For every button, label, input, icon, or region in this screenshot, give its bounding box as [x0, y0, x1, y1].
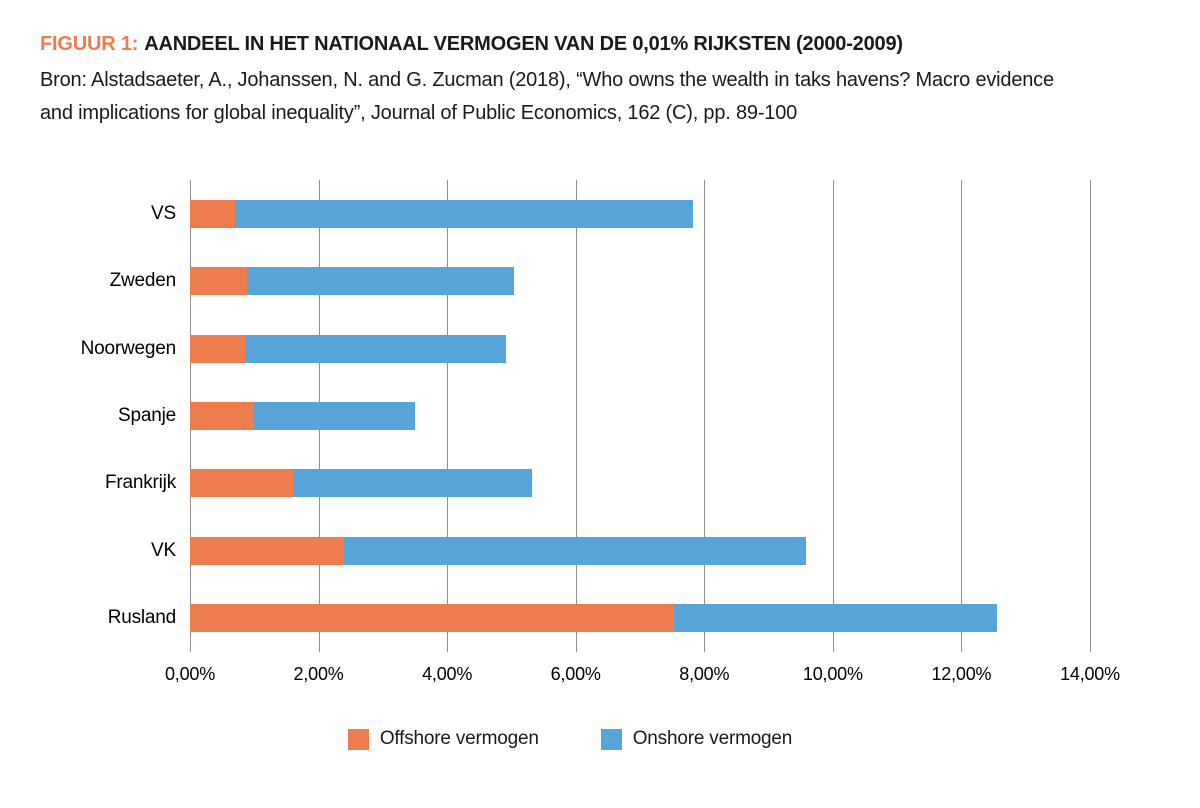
legend-swatch-offshore	[347, 728, 369, 750]
bar-segment-onshore	[235, 199, 694, 228]
category-label: Zweden	[109, 270, 177, 292]
figure-label: FIGUUR 1:	[40, 33, 139, 55]
bar-segment-offshore	[190, 604, 675, 633]
bar-row	[190, 247, 1090, 314]
bar-segment-offshore	[190, 401, 255, 430]
gridline	[704, 180, 706, 652]
bar-segment-onshore	[254, 401, 415, 430]
bar-row	[190, 585, 1090, 652]
stacked-bar	[190, 536, 1090, 565]
tick-label: 4,00%	[422, 664, 473, 684]
category-label: VS	[151, 202, 176, 224]
category-label: Spanje	[118, 404, 176, 426]
bar-row	[190, 517, 1090, 584]
tick-label: 0,00%	[164, 664, 216, 684]
bar-segment-onshore	[246, 267, 514, 296]
bar-segment-onshore	[344, 536, 806, 565]
legend: Offshore vermogen Onshore vermogen	[0, 728, 1140, 750]
gridline	[832, 180, 834, 652]
legend-item: Offshore vermogen	[347, 728, 539, 750]
tick-label: 6,00%	[550, 664, 601, 684]
bar-row	[190, 315, 1090, 382]
category-label: VK	[151, 539, 176, 561]
source-line-1: Bron: Alstadsaeter, A., Johanssen, N. an…	[40, 69, 1054, 91]
bar-segment-offshore	[190, 267, 247, 296]
stacked-bar	[190, 469, 1090, 498]
plot-area	[190, 180, 1091, 652]
bar-segment-offshore	[190, 469, 293, 498]
figure-source: Bron: Alstadsaeter, A., Johanssen, N. an…	[40, 64, 1054, 130]
stacked-bar	[190, 401, 1090, 430]
category-label: Noorwegen	[80, 337, 177, 359]
tick-label: 8,00%	[679, 664, 730, 684]
category-label: Rusland	[107, 607, 177, 629]
legend-label: Onshore vermogen	[632, 728, 793, 749]
source-line-2: and implications for global inequality”,…	[40, 102, 798, 124]
bar-rows	[190, 180, 1090, 652]
category-axis: VS Zweden Noorwegen Spanje Frankrijk VK Ruslan…	[0, 180, 177, 652]
bar-row	[190, 180, 1090, 247]
bar-segment-offshore	[190, 536, 345, 565]
legend-item: Onshore vermogen	[600, 728, 793, 750]
value-axis: 0,00% 2,00% 4,00% 6,00% 8,00% 10,00% 12,00% 14,…	[165, 664, 1120, 690]
bar-segment-onshore	[245, 334, 507, 363]
bar-segment-offshore	[190, 199, 235, 228]
tick-label: 14,00%	[1060, 664, 1120, 684]
figure-title: AANDEEL IN HET NATIONAAL VERMOGEN VAN DE…	[144, 33, 903, 55]
stacked-bar	[190, 267, 1090, 296]
tick-label: 10,00%	[802, 664, 863, 684]
legend-label: Offshore vermogen	[379, 728, 539, 749]
stacked-bar	[190, 334, 1090, 363]
tick-label: 12,00%	[931, 664, 992, 684]
tick-label: 2,00%	[293, 664, 344, 684]
gridline	[1090, 180, 1091, 652]
bar-row	[190, 382, 1090, 449]
stacked-bar	[190, 604, 1090, 633]
bar-segment-onshore	[674, 604, 998, 633]
gridline	[575, 180, 577, 652]
bar-segment-offshore	[190, 334, 246, 363]
figure-heading: FIGUUR 1: AANDEEL IN HET NATIONAAL VERMOG…	[40, 33, 903, 56]
legend-swatch-onshore	[600, 728, 622, 750]
gridline	[447, 180, 449, 652]
category-label: Frankrijk	[104, 472, 176, 494]
stacked-bar	[190, 199, 1090, 228]
bar-row	[190, 450, 1090, 517]
bar-segment-onshore	[292, 469, 532, 498]
gridline	[961, 180, 963, 652]
